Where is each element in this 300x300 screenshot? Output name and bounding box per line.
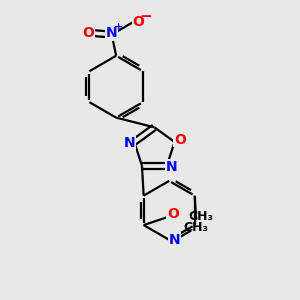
Text: N: N xyxy=(106,26,118,40)
Text: O: O xyxy=(174,133,186,147)
Text: N: N xyxy=(166,160,177,174)
Text: O: O xyxy=(82,26,94,40)
Text: CH₃: CH₃ xyxy=(188,210,213,223)
Text: O: O xyxy=(167,207,179,221)
Text: N: N xyxy=(124,136,135,150)
Text: −: − xyxy=(139,9,152,24)
Text: N: N xyxy=(169,233,180,247)
Text: CH₃: CH₃ xyxy=(184,221,208,234)
Text: O: O xyxy=(132,15,144,29)
Text: +: + xyxy=(114,22,123,32)
